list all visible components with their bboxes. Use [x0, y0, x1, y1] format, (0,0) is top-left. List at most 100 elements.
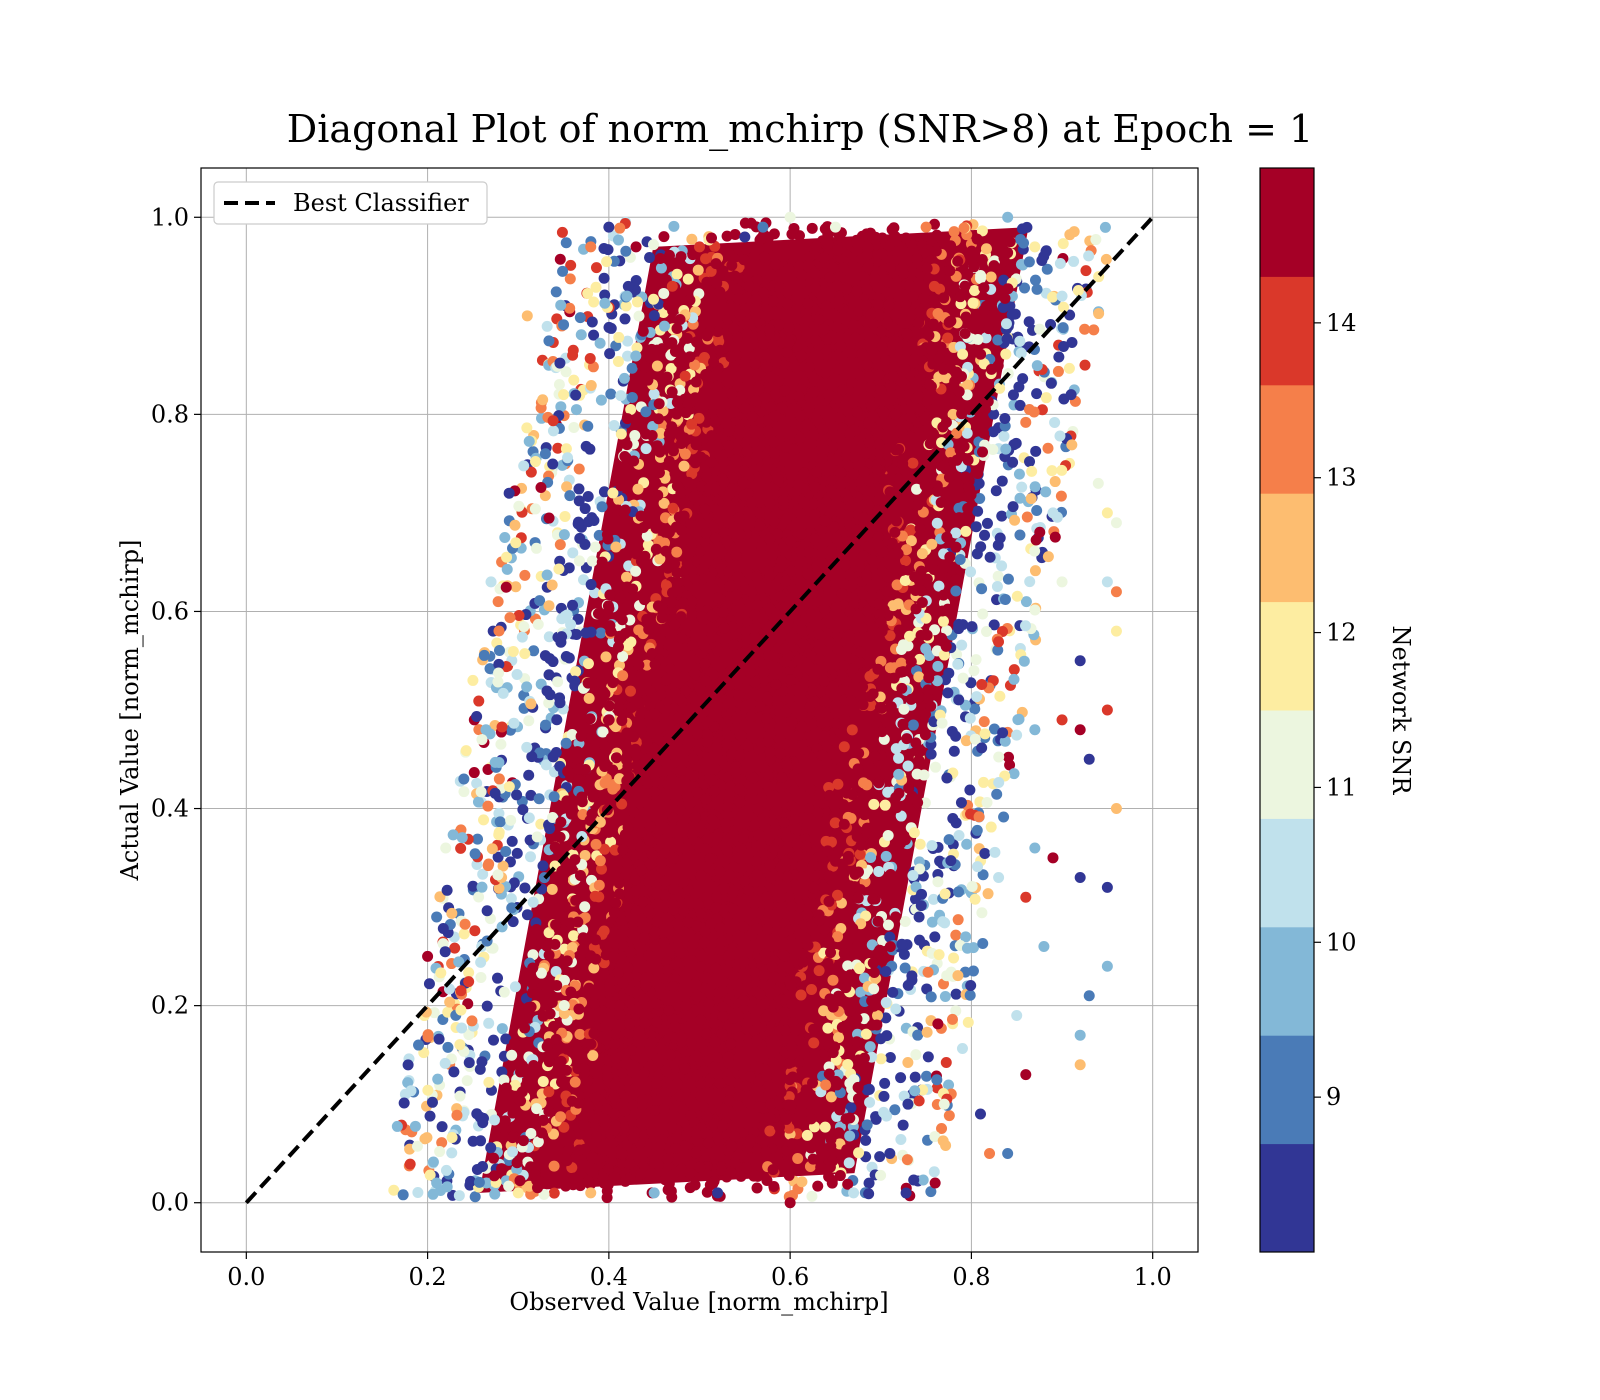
- scatter-point: [896, 682, 908, 694]
- scatter-point: [921, 262, 933, 274]
- colorbar-tick-label: 10: [1326, 928, 1357, 956]
- scatter-point: [621, 571, 633, 583]
- scatter-point: [915, 900, 927, 912]
- scatter-point: [900, 555, 912, 567]
- scatter-point: [714, 1150, 726, 1162]
- scatter-point: [710, 962, 722, 974]
- scatter-point: [901, 345, 913, 357]
- scatter-point: [475, 786, 487, 798]
- scatter-point: [1074, 1059, 1086, 1071]
- scatter-point: [952, 914, 964, 926]
- scatter-point: [952, 970, 964, 982]
- scatter-point: [897, 458, 909, 470]
- scatter-point: [864, 371, 876, 383]
- scatter-point: [913, 403, 925, 415]
- scatter-point: [684, 294, 696, 306]
- scatter-point: [832, 931, 844, 943]
- scatter-point: [1047, 291, 1059, 303]
- scatter-point: [567, 547, 579, 559]
- scatter-point: [902, 507, 914, 519]
- scatter-point: [524, 1079, 536, 1091]
- scatter-point: [665, 663, 677, 675]
- scatter-point: [978, 304, 990, 316]
- scatter-point: [693, 841, 705, 853]
- scatter-point: [549, 938, 561, 950]
- scatter-point: [953, 886, 965, 898]
- scatter-point: [527, 896, 539, 908]
- scatter-point: [749, 357, 761, 369]
- scatter-point: [598, 486, 610, 498]
- scatter-point: [603, 603, 615, 615]
- scatter-point: [718, 622, 730, 634]
- scatter-point: [617, 940, 629, 952]
- scatter-point: [551, 979, 563, 991]
- y-tick-label: 0.8: [151, 400, 189, 428]
- scatter-point: [500, 581, 512, 593]
- scatter-point: [424, 1169, 436, 1181]
- scatter-point: [463, 1029, 475, 1041]
- scatter-point: [503, 1180, 515, 1192]
- scatter-point: [837, 384, 849, 396]
- scatter-point: [700, 972, 712, 984]
- scatter-point: [591, 1131, 603, 1143]
- scatter-point: [586, 316, 598, 328]
- scatter-point: [620, 754, 632, 766]
- scatter-point: [678, 597, 690, 609]
- scatter-point: [851, 830, 863, 842]
- scatter-point: [610, 340, 622, 352]
- scatter-point: [641, 797, 653, 809]
- scatter-point: [569, 854, 581, 866]
- scatter-point: [477, 868, 489, 880]
- scatter-point: [950, 541, 962, 553]
- scatter-point: [571, 746, 583, 758]
- scatter-point: [661, 956, 673, 968]
- scatter-point: [764, 746, 776, 758]
- scatter-point: [640, 980, 652, 992]
- scatter-point: [413, 1039, 425, 1051]
- scatter-point: [933, 949, 945, 961]
- scatter-point: [586, 555, 598, 567]
- scatter-point: [794, 433, 806, 445]
- scatter-point: [651, 1016, 663, 1028]
- scatter-point: [560, 1180, 572, 1192]
- scatter-point: [945, 362, 957, 374]
- scatter-point: [472, 796, 484, 808]
- scatter-point: [523, 715, 535, 727]
- scatter-point: [558, 1007, 570, 1019]
- scatter-point: [636, 826, 648, 838]
- scatter-point: [884, 261, 896, 273]
- scatter-point: [704, 852, 716, 864]
- scatter-point: [669, 468, 681, 480]
- scatter-point: [980, 243, 992, 255]
- scatter-point: [561, 795, 573, 807]
- scatter-point: [1016, 481, 1028, 493]
- scatter-point: [785, 535, 797, 547]
- scatter-point: [724, 869, 736, 881]
- scatter-point: [793, 390, 805, 402]
- scatter-point: [875, 616, 887, 628]
- scatter-point: [419, 1133, 431, 1145]
- scatter-point: [994, 382, 1006, 394]
- scatter-point: [630, 241, 642, 253]
- scatter-point: [760, 1146, 772, 1158]
- scatter-point: [945, 447, 957, 459]
- legend: Best Classifier: [213, 181, 488, 225]
- scatter-point: [942, 332, 954, 344]
- scatter-point: [763, 899, 775, 911]
- scatter-point: [449, 942, 461, 954]
- scatter-point: [1056, 290, 1068, 302]
- scatter-point: [808, 882, 820, 894]
- scatter-point: [463, 967, 475, 979]
- scatter-point: [943, 667, 955, 679]
- scatter-point: [722, 1051, 734, 1063]
- scatter-point: [1054, 430, 1066, 442]
- scatter-point: [488, 1034, 500, 1046]
- scatter-point: [525, 1188, 537, 1200]
- scatter-point: [695, 451, 707, 463]
- scatter-point: [1008, 664, 1020, 676]
- scatter-point: [842, 1178, 854, 1190]
- scatter-point: [700, 253, 712, 265]
- scatter-point: [516, 631, 528, 643]
- scatter-point: [660, 545, 672, 557]
- scatter-point: [943, 1079, 955, 1091]
